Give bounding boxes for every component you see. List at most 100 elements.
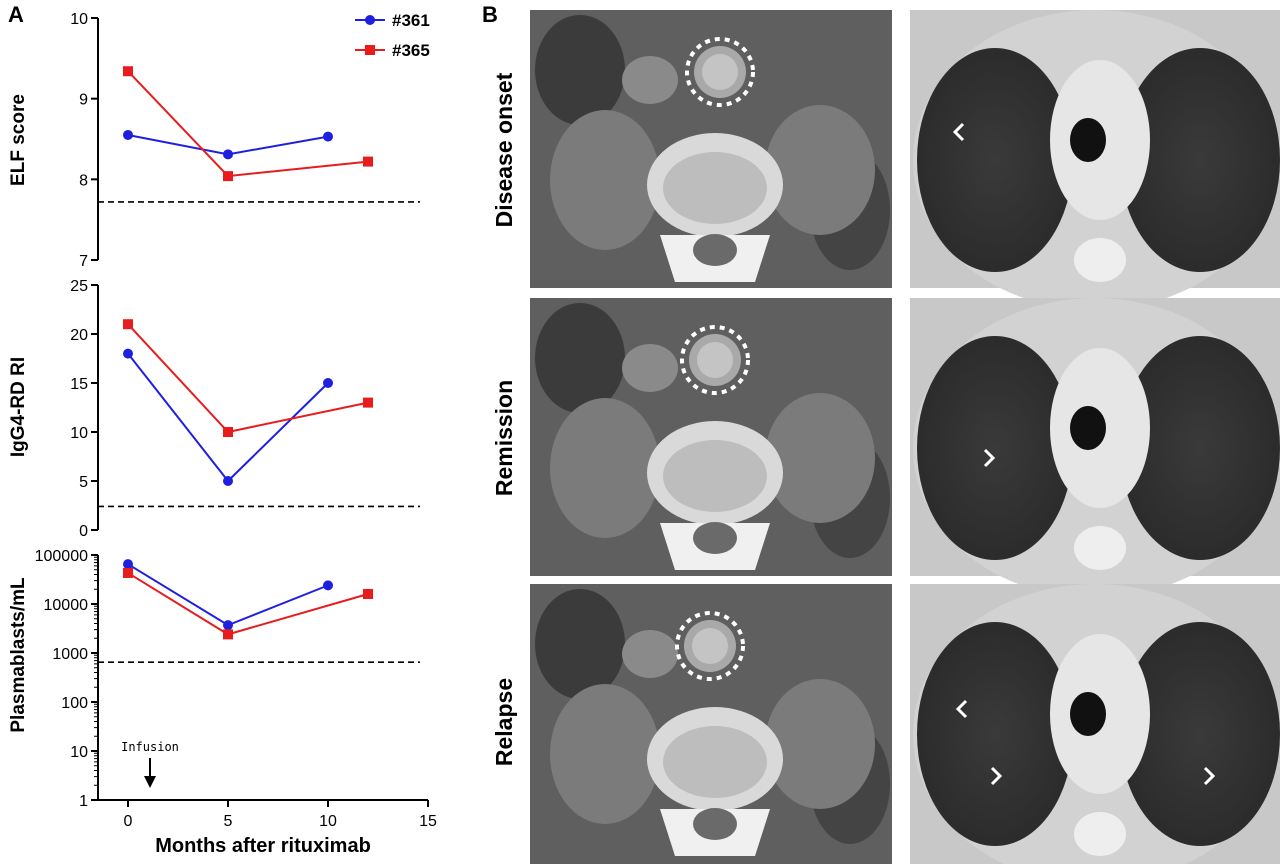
ct-arrowhead-marker [990, 766, 1003, 786]
data-point-365 [363, 588, 373, 599]
y-tick-label: 15 [70, 376, 88, 393]
ct-left-lung [1120, 48, 1280, 272]
y-tick-label: 5 [79, 474, 88, 491]
series-line-361 [127, 563, 329, 627]
chart-2: 0 5 10 15 20 25 IgG4-RD RI [8, 278, 420, 540]
data-point-365 [363, 397, 373, 408]
ct-left-lung [1120, 336, 1280, 560]
row-label-relapse: Relapse [491, 678, 517, 766]
x-axis: 0 5 10 15 Months after rituximab [98, 799, 437, 857]
data-point-365 [223, 629, 233, 640]
y-tick-label: 20 [70, 327, 88, 344]
data-point-361 [223, 149, 233, 160]
legend-label-361: #361 [392, 11, 430, 30]
series-line-365 [127, 70, 369, 178]
ct-trachea [1070, 406, 1106, 450]
data-point-361 [323, 378, 333, 388]
legend-marker-361 [365, 15, 375, 25]
ct-vertebral-core [663, 152, 767, 224]
y-axis-label: Plasmablasts/mL [8, 577, 29, 733]
y-tick-label: 100 [61, 695, 88, 712]
ct-spinal-canal [693, 808, 737, 840]
y-tick-label: 9 [79, 92, 88, 109]
y-axis-label: ELF score [8, 94, 29, 186]
chart-3: 1 10 100 1000 10000 100000 Plasmablasts/mL [8, 548, 420, 810]
ct-image-grid [530, 10, 1280, 864]
ct-right-lung [917, 622, 1073, 846]
ct-dotted-circle-marker [685, 37, 755, 107]
series-line-365 [127, 572, 369, 636]
y-tick-label: 1 [79, 793, 88, 810]
y-tick-label: 10 [70, 425, 88, 442]
ct-chest-2 [910, 298, 1280, 598]
legend: #361 #365 [355, 11, 430, 60]
y-tick-label: 7 [79, 253, 88, 270]
ct-organ-left [550, 398, 660, 538]
ct-organ-right [765, 679, 875, 809]
infusion-annotation: Infusion [121, 740, 179, 788]
panel-label-a: A [8, 2, 24, 27]
ct-vertebral-core [663, 440, 767, 512]
x-tick-label: 0 [124, 813, 133, 830]
data-point-365 [123, 567, 133, 578]
infusion-arrow-head [144, 776, 156, 788]
chart-1: 7 8 9 10 ELF score [8, 11, 420, 270]
row-labels: Disease onset Remission Relapse [491, 72, 517, 766]
data-point-365 [123, 66, 133, 77]
ct-organ-right [765, 393, 875, 523]
row-label-remission: Remission [491, 380, 517, 496]
ct-arrowhead-marker [955, 699, 968, 719]
x-axis-label: Months after rituximab [155, 835, 371, 857]
ct-organ-right [765, 105, 875, 235]
y-tick-label: 10 [70, 744, 88, 761]
infusion-label: Infusion [121, 740, 179, 754]
ct-bowel-left [535, 15, 625, 125]
row-label-disease-onset: Disease onset [491, 72, 517, 227]
ct-bowel-left [535, 589, 625, 699]
data-point-361 [323, 580, 333, 591]
ct-spinal-canal [693, 234, 737, 266]
x-tick-label: 10 [319, 813, 337, 830]
data-point-361 [223, 476, 233, 486]
ct-dotted-circle-marker [680, 325, 750, 395]
data-point-361 [123, 348, 133, 359]
ct-vertebra [1074, 238, 1126, 282]
ct-spinal-canal [693, 522, 737, 554]
data-point-365 [223, 427, 233, 437]
data-point-365 [123, 319, 133, 330]
ct-vertebra [1074, 526, 1126, 570]
ct-bowel-left [535, 303, 625, 413]
x-axis-ticks: 0 5 10 15 [124, 800, 437, 830]
y-tick-label: 0 [79, 523, 88, 540]
ct-abdominal-3 [530, 584, 892, 864]
data-point-361 [123, 559, 133, 570]
data-point-365 [223, 171, 233, 182]
ct-left-lung [1120, 622, 1280, 846]
ct-organ-left [550, 110, 660, 250]
ct-vessel [622, 344, 678, 392]
ct-arrowhead-marker [1203, 766, 1216, 786]
data-point-361 [223, 620, 233, 631]
panel-a-charts: 7 8 9 10 ELF score 0 5 10 15 20 25 IgG4-RD RI 1 10 100… [8, 11, 420, 810]
y-tick-label: 8 [79, 172, 88, 189]
ct-arrowhead-marker [983, 448, 996, 468]
ct-vessel [622, 56, 678, 104]
ct-vertebral-core [663, 726, 767, 798]
ct-right-lung [917, 48, 1073, 272]
ct-arrowhead-marker [952, 122, 965, 142]
ct-right-lung [917, 336, 1073, 560]
panel-label-b: B [482, 2, 498, 27]
ct-dotted-circle-marker [675, 611, 745, 681]
ct-chest-3 [910, 584, 1280, 864]
ct-vertebra [1074, 812, 1126, 856]
y-tick-label: 10 [70, 11, 88, 28]
series-line-365 [127, 323, 369, 434]
y-tick-label: 100000 [35, 548, 88, 565]
x-tick-label: 5 [224, 813, 233, 830]
ct-trachea [1070, 118, 1106, 162]
ct-vessel [622, 630, 678, 678]
y-tick-label: 25 [70, 278, 88, 295]
ct-aorta-lumen [697, 342, 733, 378]
ct-trachea [1070, 692, 1106, 736]
